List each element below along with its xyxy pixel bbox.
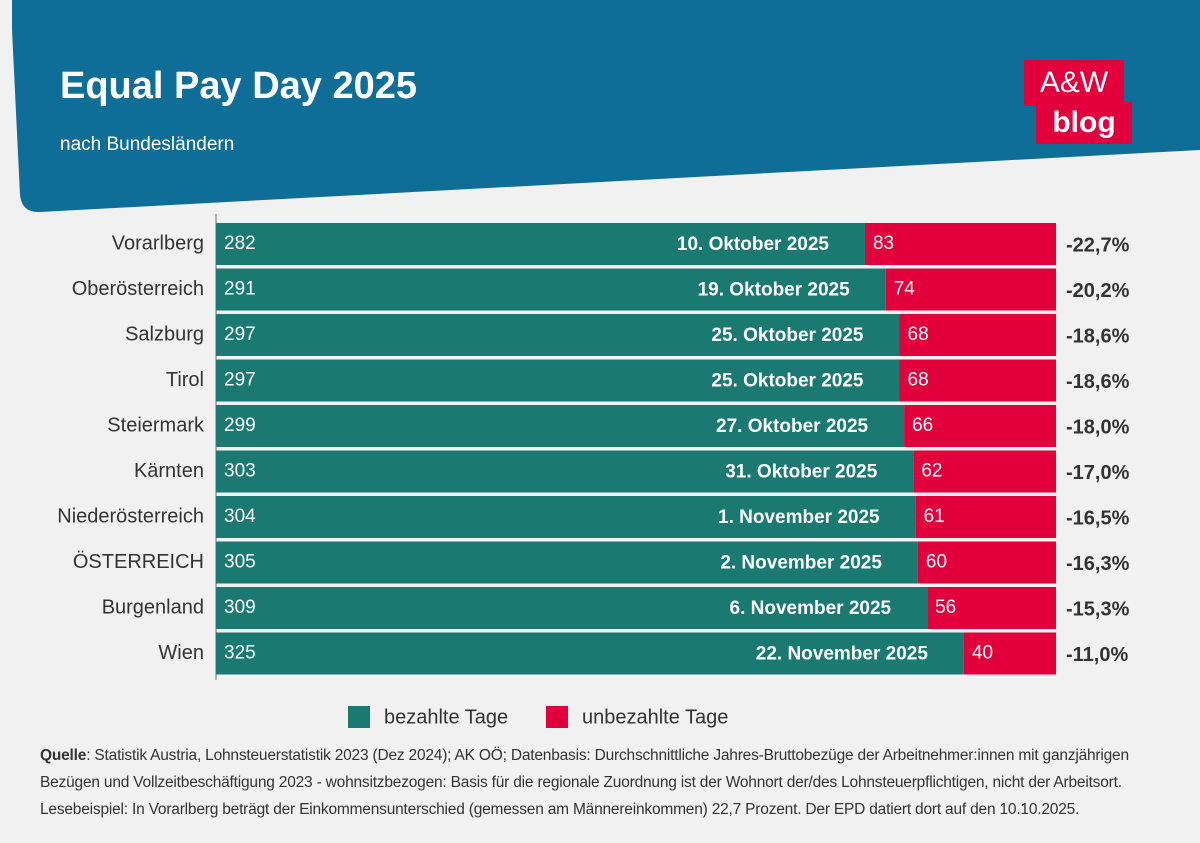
chart-title: Equal Pay Day 2025 [60, 65, 417, 107]
bar-segment [216, 541, 918, 584]
bar-segment [913, 450, 1056, 493]
category-label: Steiermark [107, 414, 205, 436]
value-label: 309 [224, 597, 256, 618]
value-label: 299 [224, 415, 256, 436]
notes: Quelle: Statistik Austria, Lohnsteuersta… [40, 742, 1170, 823]
source-text: : Statistik Austria, Lohnsteuerstatistik… [40, 747, 1129, 791]
bar-segment [216, 496, 916, 538]
gap-label: -16,3% [1066, 553, 1130, 575]
category-label: Kärnten [134, 460, 204, 482]
source-note: Quelle: Statistik Austria, Lohnsteuersta… [40, 742, 1170, 796]
gap-label: -15,3% [1066, 598, 1130, 620]
bar-segment [216, 405, 905, 447]
value-label: 56 [935, 597, 956, 618]
category-label: Niederösterreich [57, 505, 204, 527]
chart-subtitle: nach Bundesländern [60, 134, 234, 155]
category-label: Burgenland [102, 596, 204, 618]
legend-label: bezahlte Tage [384, 706, 508, 728]
value-label: 61 [924, 506, 945, 527]
gap-label: -16,5% [1066, 507, 1130, 529]
value-label: 297 [224, 324, 256, 345]
logo-text: A&W [1040, 66, 1109, 99]
date-label: 19. Oktober 2025 [698, 280, 851, 301]
bar-segment [899, 359, 1056, 402]
value-label: 325 [224, 643, 256, 664]
category-label: Vorarlberg [112, 232, 204, 254]
category-label: Oberösterreich [72, 278, 204, 300]
source-label: Quelle [40, 747, 87, 764]
gap-label: -22,7% [1066, 234, 1130, 256]
bar-segment [904, 405, 1056, 447]
legend-swatch [348, 706, 370, 728]
bar-segment [216, 587, 928, 629]
bar-segment [216, 223, 865, 265]
date-label: 25. Oktober 2025 [711, 325, 864, 346]
bar-segment [216, 268, 886, 311]
bar-segment [864, 223, 1056, 265]
gap-label: -20,2% [1066, 280, 1130, 302]
legend-label: unbezahlte Tage [582, 706, 728, 728]
category-label: Salzburg [125, 323, 204, 345]
bar-segment [216, 359, 900, 402]
value-label: 304 [224, 506, 256, 527]
bar-segment [927, 587, 1056, 629]
header-banner [12, 0, 1200, 213]
gap-label: -18,6% [1066, 371, 1130, 393]
gap-label: -18,6% [1066, 325, 1130, 347]
gap-label: -18,0% [1066, 416, 1130, 438]
bar-segment [216, 314, 900, 356]
logo-box [1024, 60, 1124, 106]
date-label: 6. November 2025 [730, 598, 892, 619]
value-label: 305 [224, 552, 256, 573]
gap-label: -11,0% [1066, 644, 1128, 666]
logo-box [1036, 102, 1132, 144]
value-label: 68 [908, 324, 929, 345]
logo-text: blog [1052, 106, 1115, 139]
category-label: Tirol [166, 369, 204, 391]
value-label: 68 [908, 370, 929, 391]
bar-segment [216, 632, 964, 675]
bar-segment [885, 268, 1056, 311]
value-label: 74 [894, 279, 916, 300]
example-note: Lesebeispiel: In Vorarlberg beträgt der … [40, 801, 1080, 818]
bar-segment [917, 541, 1056, 584]
value-label: 66 [912, 415, 933, 436]
category-label: Wien [158, 642, 204, 664]
logo: A&W blog [1024, 60, 1132, 144]
bar-segment [915, 496, 1056, 538]
value-label: 60 [926, 552, 947, 573]
date-label: 27. Oktober 2025 [716, 416, 869, 437]
date-label: 10. Oktober 2025 [677, 234, 830, 255]
date-label: 1. November 2025 [718, 507, 880, 528]
date-label: 2. November 2025 [720, 553, 882, 574]
value-label: 291 [224, 279, 256, 300]
value-label: 40 [972, 643, 993, 664]
value-label: 282 [224, 233, 256, 254]
bar-segment [216, 450, 914, 493]
bar-segment [963, 632, 1056, 675]
value-label: 303 [224, 461, 256, 482]
value-label: 297 [224, 370, 256, 391]
value-label: 62 [921, 461, 942, 482]
legend-swatch [546, 706, 568, 728]
value-label: 83 [873, 233, 894, 254]
date-label: 22. November 2025 [756, 644, 929, 665]
category-label: ÖSTERREICH [73, 551, 204, 573]
bar-segment [899, 314, 1056, 356]
date-label: 25. Oktober 2025 [711, 371, 864, 392]
gap-label: -17,0% [1066, 462, 1130, 484]
date-label: 31. Oktober 2025 [725, 462, 878, 483]
